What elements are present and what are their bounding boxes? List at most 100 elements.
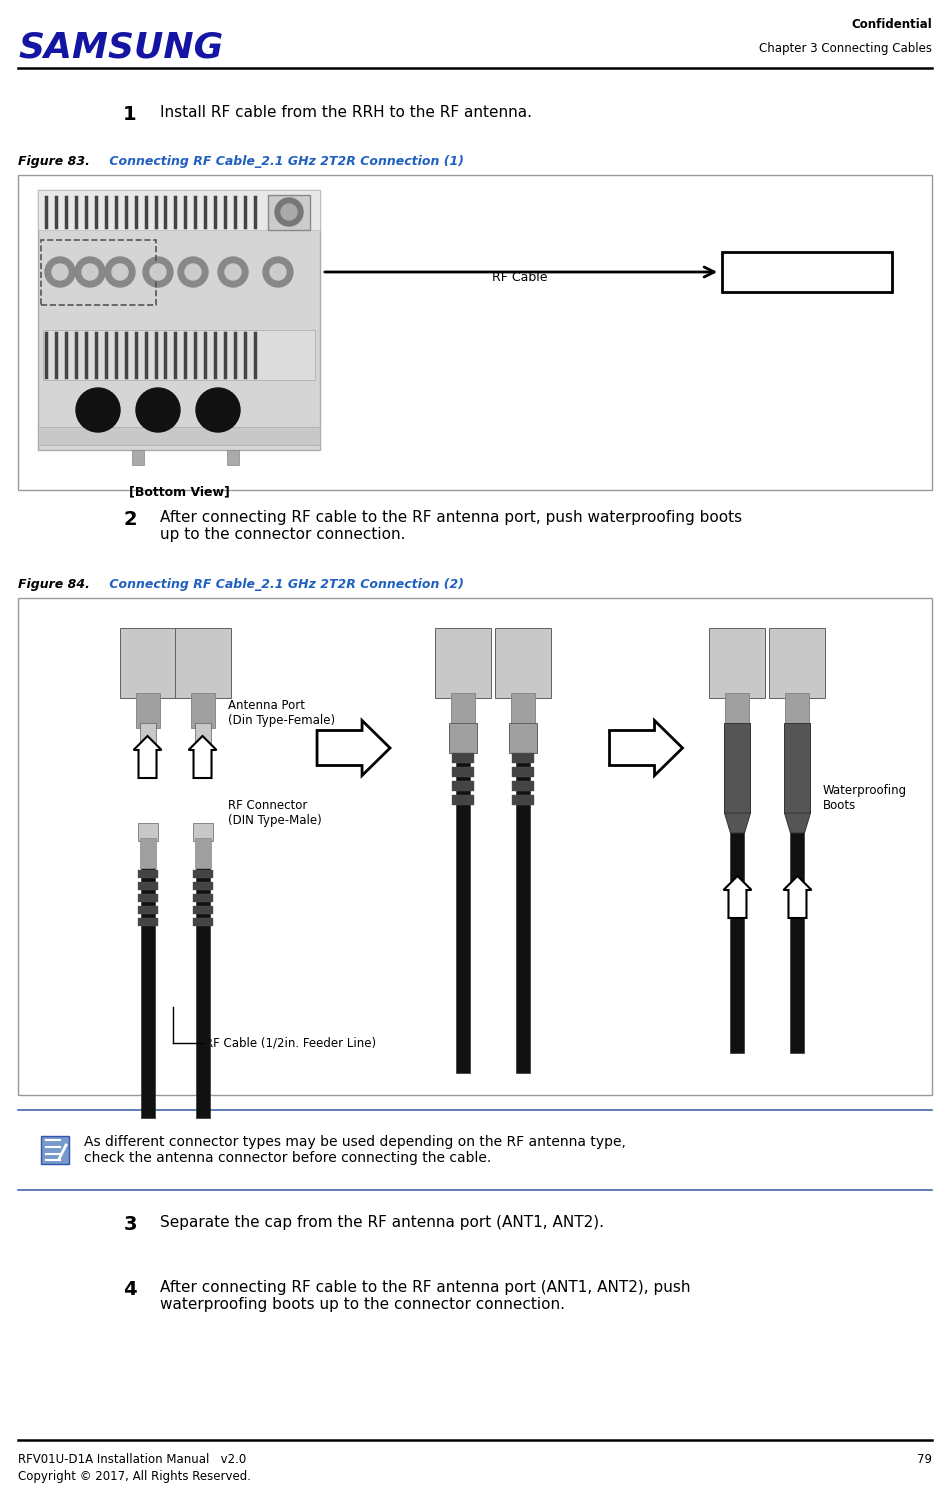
Bar	[512, 796, 534, 805]
Bar	[191, 693, 215, 728]
Bar	[512, 754, 534, 763]
Bar	[452, 754, 474, 763]
Bar	[138, 823, 158, 841]
Circle shape	[196, 387, 240, 432]
Bar	[451, 693, 475, 728]
Bar	[140, 838, 156, 868]
Bar	[726, 693, 750, 728]
Text: RF Cable: RF Cable	[492, 272, 548, 284]
Bar	[193, 823, 213, 841]
Circle shape	[112, 264, 128, 281]
FancyArrow shape	[134, 735, 162, 778]
Bar	[43, 330, 315, 380]
Circle shape	[178, 257, 208, 287]
Bar	[132, 450, 144, 465]
Text: As different connector types may be used depending on the RF antenna type,
check: As different connector types may be used…	[84, 1135, 626, 1165]
FancyArrow shape	[188, 735, 217, 778]
Text: 79: 79	[917, 1453, 932, 1466]
Text: Figure 83.: Figure 83.	[18, 155, 90, 168]
Bar	[195, 838, 211, 868]
Bar	[786, 693, 809, 728]
Circle shape	[150, 264, 166, 281]
Bar	[710, 627, 766, 698]
Bar	[770, 627, 826, 698]
Circle shape	[52, 264, 68, 281]
Circle shape	[82, 264, 98, 281]
Circle shape	[105, 257, 135, 287]
Bar	[725, 723, 750, 814]
Text: Install RF cable from the RRH to the RF antenna.: Install RF cable from the RRH to the RF …	[160, 105, 532, 120]
Text: RF Connector
(DIN Type-Male): RF Connector (DIN Type-Male)	[227, 799, 321, 827]
FancyArrow shape	[724, 877, 751, 919]
Bar	[516, 754, 530, 1073]
Bar	[175, 627, 231, 698]
Bar	[785, 723, 810, 814]
Bar	[509, 723, 538, 754]
Bar	[512, 781, 534, 791]
Bar	[196, 868, 210, 1118]
Text: 2: 2	[124, 510, 137, 528]
Circle shape	[75, 257, 105, 287]
Bar	[512, 767, 534, 778]
Text: 3: 3	[124, 1214, 137, 1234]
Bar	[268, 195, 310, 230]
Text: Connecting RF Cable_2.1 GHz 2T2R Connection (2): Connecting RF Cable_2.1 GHz 2T2R Connect…	[105, 578, 464, 591]
Bar	[195, 723, 211, 743]
Text: Antenna Port
(Din Type-Female): Antenna Port (Din Type-Female)	[227, 699, 334, 726]
Bar	[456, 754, 470, 1073]
Bar	[38, 426, 320, 444]
Bar	[138, 895, 158, 902]
Bar	[495, 627, 551, 698]
Bar	[41, 1136, 69, 1163]
Text: [Bottom View]: [Bottom View]	[128, 485, 230, 498]
Bar	[449, 723, 477, 754]
Bar	[193, 895, 213, 902]
Polygon shape	[725, 814, 750, 833]
Circle shape	[185, 264, 201, 281]
Text: Copyright © 2017, All Rights Reserved.: Copyright © 2017, All Rights Reserved.	[18, 1469, 251, 1483]
Bar	[731, 814, 745, 1054]
Circle shape	[76, 387, 120, 432]
Polygon shape	[785, 814, 810, 833]
Bar	[140, 723, 156, 743]
Bar	[41, 240, 156, 305]
FancyArrow shape	[317, 720, 390, 776]
Text: After connecting RF cable to the RF antenna port, push waterproofing boots
up to: After connecting RF cable to the RF ante…	[160, 510, 742, 542]
Bar	[193, 871, 213, 878]
Bar	[18, 597, 932, 1096]
Bar	[138, 919, 158, 926]
Text: Confidential: Confidential	[851, 18, 932, 32]
Circle shape	[136, 387, 180, 432]
Bar	[138, 907, 158, 914]
Bar	[138, 871, 158, 878]
Text: RF Cable (1/2in. Feeder Line): RF Cable (1/2in. Feeder Line)	[204, 1037, 375, 1049]
Text: Connecting RF Cable_2.1 GHz 2T2R Connection (1): Connecting RF Cable_2.1 GHz 2T2R Connect…	[105, 155, 464, 168]
FancyArrow shape	[610, 720, 682, 776]
Circle shape	[281, 204, 297, 221]
Text: Chapter 3 Connecting Cables: Chapter 3 Connecting Cables	[759, 42, 932, 56]
Bar	[790, 814, 805, 1054]
FancyArrow shape	[784, 877, 811, 919]
Text: Figure 84.: Figure 84.	[18, 578, 90, 591]
Circle shape	[225, 264, 241, 281]
Bar	[193, 907, 213, 914]
Bar	[227, 450, 239, 465]
Bar	[452, 796, 474, 805]
Text: Separate the cap from the RF antenna port (ANT1, ANT2).: Separate the cap from the RF antenna por…	[160, 1214, 604, 1229]
Bar	[452, 781, 474, 791]
Bar	[138, 883, 158, 890]
Circle shape	[275, 198, 303, 227]
Text: 1: 1	[124, 105, 137, 125]
Bar	[511, 693, 535, 728]
Bar	[18, 176, 932, 489]
Text: SAMSUNG: SAMSUNG	[18, 30, 223, 65]
Bar	[722, 252, 892, 293]
Bar	[141, 868, 155, 1118]
Circle shape	[270, 264, 286, 281]
Bar	[435, 627, 491, 698]
Bar	[120, 627, 176, 698]
Text: 4: 4	[124, 1280, 137, 1298]
Text: RFV01U-D1A Installation Manual   v2.0: RFV01U-D1A Installation Manual v2.0	[18, 1453, 246, 1466]
Bar	[136, 693, 160, 728]
Bar	[193, 883, 213, 890]
